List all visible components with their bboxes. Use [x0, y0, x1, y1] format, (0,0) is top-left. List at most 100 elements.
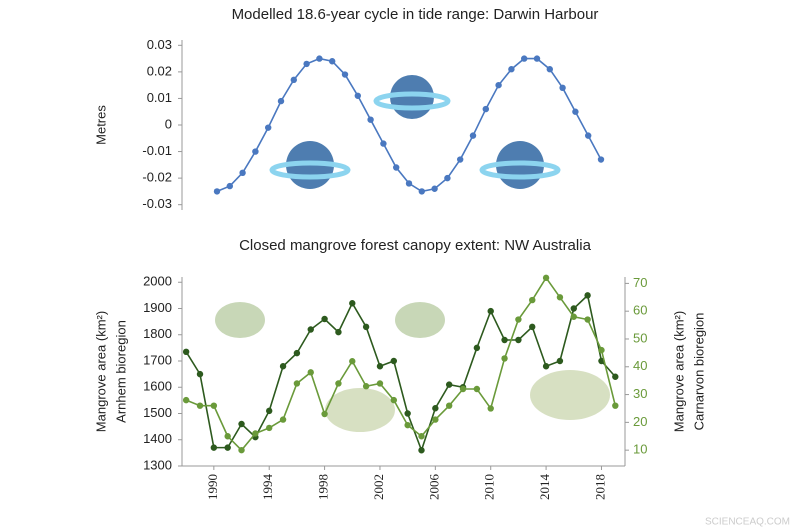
- point: [432, 405, 439, 412]
- tree: [530, 370, 610, 420]
- point: [445, 381, 453, 388]
- point: [584, 292, 591, 299]
- point: [196, 402, 204, 409]
- y-tick-label: -0.02: [142, 170, 172, 185]
- y-tick-label: 1300: [143, 457, 172, 472]
- x-tick-label: 2014: [537, 474, 552, 501]
- tree: [395, 302, 445, 338]
- x-tick-label: 2006: [426, 474, 441, 501]
- point: [515, 316, 522, 323]
- point: [444, 174, 451, 182]
- point: [252, 148, 259, 155]
- y-tick-label: 0.01: [147, 90, 172, 105]
- y-tick-label: -0.01: [142, 143, 172, 158]
- point: [349, 358, 356, 365]
- point: [349, 300, 356, 307]
- point: [533, 55, 541, 62]
- point: [598, 346, 605, 354]
- y-tick-label: 0.02: [147, 63, 172, 78]
- point: [239, 169, 246, 177]
- point: [457, 156, 464, 163]
- y-axis-label: Mangrove area (km²): [93, 311, 108, 432]
- point: [376, 363, 384, 370]
- y2-tick-label: 70: [633, 275, 647, 290]
- point: [529, 323, 536, 331]
- point: [380, 140, 387, 147]
- point: [226, 182, 233, 190]
- chart-title: Closed mangrove forest canopy extent: NW…: [239, 237, 591, 254]
- point: [546, 66, 553, 73]
- point: [501, 355, 508, 362]
- point: [279, 363, 287, 370]
- point: [335, 328, 342, 336]
- point: [265, 124, 272, 131]
- y-tick-label: 0: [165, 116, 172, 131]
- point: [418, 433, 425, 440]
- point: [266, 407, 273, 415]
- point: [307, 369, 314, 376]
- point: [482, 105, 489, 113]
- point: [405, 180, 413, 187]
- point: [290, 76, 297, 84]
- point: [473, 385, 481, 393]
- point: [542, 274, 550, 282]
- y-tick-label: -0.03: [142, 196, 172, 211]
- point: [487, 307, 494, 315]
- point: [293, 380, 301, 387]
- point: [224, 433, 231, 440]
- point: [393, 164, 400, 171]
- y2-tick-label: 10: [633, 442, 647, 457]
- point: [252, 430, 259, 437]
- point: [196, 370, 204, 378]
- y-axis-label: Arnhem bioregion: [113, 320, 128, 423]
- point: [354, 92, 361, 99]
- tree: [325, 388, 395, 432]
- y2-tick-label: 40: [633, 358, 647, 373]
- point: [321, 410, 328, 418]
- point: [279, 416, 287, 423]
- point: [303, 60, 310, 68]
- point: [362, 323, 370, 331]
- point: [570, 305, 577, 312]
- point: [612, 402, 619, 409]
- y2-tick-label: 50: [633, 330, 647, 345]
- ring: [373, 91, 451, 111]
- point: [341, 71, 349, 78]
- point: [293, 349, 301, 357]
- ring: [269, 160, 351, 180]
- point: [307, 326, 314, 333]
- point: [612, 373, 619, 380]
- y-tick-label: 1800: [143, 326, 172, 341]
- point: [418, 447, 425, 454]
- illustrations: [215, 75, 610, 432]
- point: [559, 84, 566, 92]
- y-axis-label: Metres: [93, 105, 108, 145]
- point: [224, 444, 231, 451]
- x-tick-label: 2018: [592, 474, 607, 500]
- point: [501, 336, 508, 344]
- y2-axis-label: Carnarvon bioregion: [691, 313, 706, 431]
- point: [238, 420, 245, 428]
- y2-tick-label: 60: [633, 303, 647, 318]
- y2-tick-label: 30: [633, 386, 647, 401]
- point: [469, 132, 477, 139]
- point: [487, 405, 494, 412]
- x-tick-label: 1990: [205, 474, 220, 500]
- point: [521, 55, 528, 62]
- tree: [215, 302, 265, 338]
- y-tick-label: 1400: [143, 431, 172, 446]
- point: [508, 66, 515, 73]
- x-tick-label: 1994: [260, 474, 275, 501]
- y-tick-label: 0.03: [147, 37, 172, 52]
- point: [432, 416, 439, 423]
- point: [431, 185, 438, 192]
- y-tick-label: 1600: [143, 379, 172, 394]
- x-tick-label: 1998: [316, 474, 331, 500]
- y-tick-label: 1900: [143, 300, 172, 315]
- point: [542, 363, 550, 370]
- point: [459, 385, 467, 393]
- point: [585, 132, 592, 139]
- point: [404, 410, 411, 417]
- y-tick-label: 2000: [143, 274, 172, 289]
